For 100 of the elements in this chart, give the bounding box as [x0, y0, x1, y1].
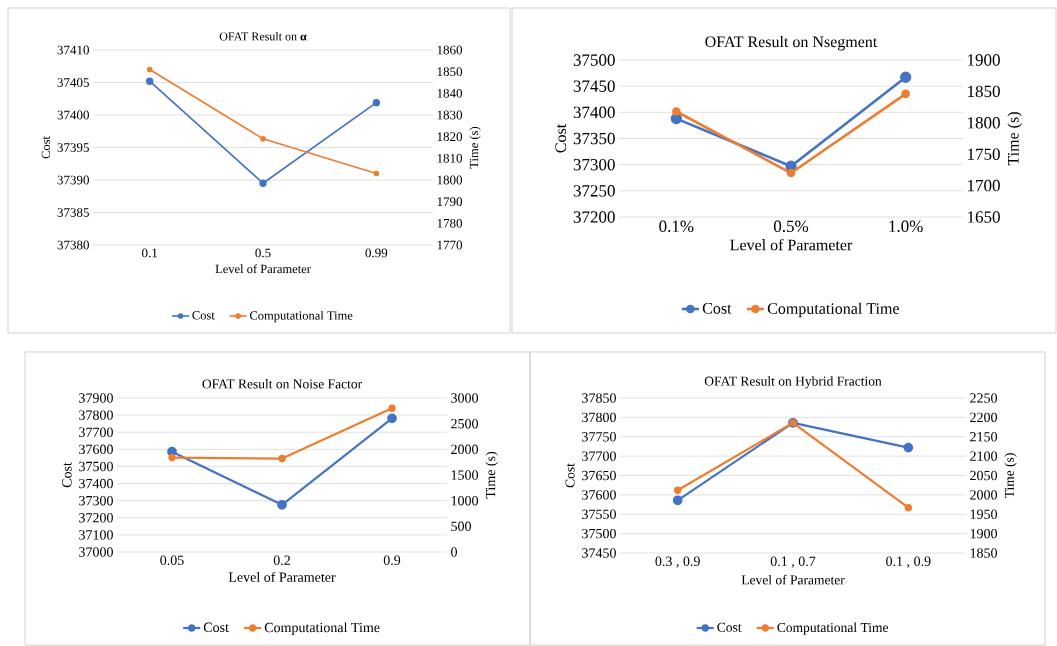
legend-label: Cost [192, 311, 215, 320]
y2-tick-label: 3000 [451, 393, 478, 403]
y-tick-label: 37395 [57, 143, 89, 152]
y2-tick-label: 2050 [970, 470, 997, 481]
x-tick-label: 0.1 , 0.9 [886, 556, 931, 568]
x-tick-label: 0.1 , 0.7 [770, 556, 816, 568]
y-tick-label: 37390 [57, 175, 89, 185]
y-axis-title: Cost [565, 463, 575, 488]
y-axis-title: Cost [62, 462, 72, 488]
y-tick-label: 37000 [79, 547, 113, 557]
y2-tick-label: 1800 [968, 117, 1000, 129]
y2-tick-label: 2000 [451, 444, 478, 455]
y2-tick-label: 2000 [970, 490, 997, 500]
y2-tick-label: 500 [451, 521, 471, 532]
x-tick-label: 0.5 [255, 248, 271, 258]
x-axis-title: Level of Parameter [730, 238, 853, 251]
y-tick-label: 37350 [573, 132, 615, 145]
y-tick-label: 37700 [582, 451, 616, 461]
y-axis-title: Cost [41, 136, 51, 159]
x-tick-label: 0.5% [773, 220, 809, 233]
y2-tick-label: 1650 [968, 211, 1000, 223]
y-tick-label: 37450 [582, 548, 616, 558]
y2-axis-title: Time (s) [485, 451, 499, 499]
y-tick-label: 37500 [79, 461, 113, 472]
y2-tick-label: 1700 [968, 179, 1000, 192]
y-tick-label: 37300 [79, 495, 113, 506]
x-axis-title: Level of Parameter [228, 571, 336, 582]
x-tick-label: 1.0% [889, 220, 923, 233]
y2-tick-label: 2150 [970, 432, 997, 442]
x-tick-label: 0.05 [160, 555, 184, 566]
y-tick-label: 37400 [573, 106, 615, 119]
y-tick-label: 37385 [57, 208, 89, 217]
y2-axis-title: Time (s) [469, 126, 481, 169]
x-tick-label: 0.1% [659, 220, 694, 233]
y-tick-label: 37600 [79, 444, 113, 455]
y-tick-label: 37400 [57, 110, 89, 120]
y2-tick-label: 1850 [968, 85, 1000, 98]
chart-title: OFAT Result on Noise Factor [202, 378, 362, 389]
x-tick-label: 0.2 [273, 555, 290, 566]
y2-tick-label: 1850 [437, 67, 463, 77]
y2-axis-title: Time (s) [1007, 112, 1022, 166]
y-tick-label: 37650 [582, 470, 616, 481]
y-tick-label: 37850 [582, 393, 616, 403]
x-axis-title: Level of Parameter [215, 264, 311, 274]
y2-tick-label: 1780 [437, 218, 463, 228]
y2-tick-label: 1950 [970, 509, 997, 519]
legend-label: Cost [702, 302, 732, 314]
y-tick-label: 37250 [573, 185, 615, 197]
legend-label: Computational Time [249, 310, 353, 323]
y-tick-label: 37900 [79, 393, 113, 403]
y-tick-label: 37200 [79, 513, 113, 523]
y-tick-label: 37300 [573, 158, 615, 171]
y2-tick-label: 1850 [970, 548, 997, 558]
y2-tick-label: 0 [451, 547, 457, 557]
chart-title: OFAT Result on Hybrid Fraction [704, 376, 882, 389]
y-tick-label: 37400 [79, 478, 113, 489]
y2-tick-label: 1500 [451, 470, 478, 480]
y2-tick-label: 1820 [437, 132, 463, 142]
x-tick-label: 0.1 [142, 248, 158, 258]
chart-title: OFAT Result on α [219, 32, 307, 41]
y-tick-label: 37100 [79, 530, 113, 540]
y2-tick-label: 1800 [437, 175, 463, 185]
y-tick-label: 37405 [57, 78, 89, 87]
y2-tick-label: 1860 [437, 45, 463, 55]
x-tick-label: 0.9 [383, 555, 401, 566]
y-tick-label: 37450 [573, 80, 615, 92]
legend-label: Cost [717, 622, 742, 632]
y-tick-label: 37750 [582, 432, 616, 442]
chart-title: OFAT Result on Nsegment [705, 35, 878, 51]
x-tick-label: 0.99 [365, 248, 388, 258]
y2-tick-label: 2500 [451, 418, 478, 429]
y2-tick-label: 1790 [437, 197, 463, 207]
y2-tick-label: 2250 [970, 393, 997, 403]
y2-tick-label: 1830 [437, 110, 463, 120]
y-tick-label: 37500 [582, 528, 616, 539]
y2-axis-title: Time (s) [1004, 453, 1017, 499]
y-axis-title: Cost [555, 123, 567, 153]
legend-label: Computational Time [777, 622, 889, 635]
y-tick-label: 37410 [57, 45, 89, 55]
x-tick-label: 0.3 , 0.9 [655, 556, 700, 568]
legend-label: Computational Time [264, 622, 380, 636]
legend-label: Computational Time [767, 302, 899, 318]
legend-label: Cost [203, 622, 229, 633]
y2-tick-label: 1000 [451, 495, 478, 506]
y-tick-label: 37200 [573, 211, 615, 223]
x-axis-title: Level of Parameter [741, 574, 845, 585]
y2-tick-label: 2200 [970, 412, 997, 423]
y2-tick-label: 1900 [968, 54, 1000, 66]
y2-tick-label: 2100 [970, 451, 997, 461]
y-tick-label: 37600 [582, 490, 616, 500]
y-tick-label: 37500 [573, 54, 615, 66]
y-tick-label: 37700 [79, 427, 113, 437]
y-tick-label: 37380 [57, 240, 89, 250]
y-tick-label: 37800 [582, 412, 616, 423]
y2-tick-label: 1810 [437, 153, 463, 163]
y2-tick-label: 1900 [970, 528, 997, 539]
y-tick-label: 37550 [582, 509, 616, 519]
y2-tick-label: 1770 [437, 240, 463, 250]
y-tick-label: 37800 [79, 410, 113, 420]
y2-tick-label: 1840 [437, 88, 463, 98]
